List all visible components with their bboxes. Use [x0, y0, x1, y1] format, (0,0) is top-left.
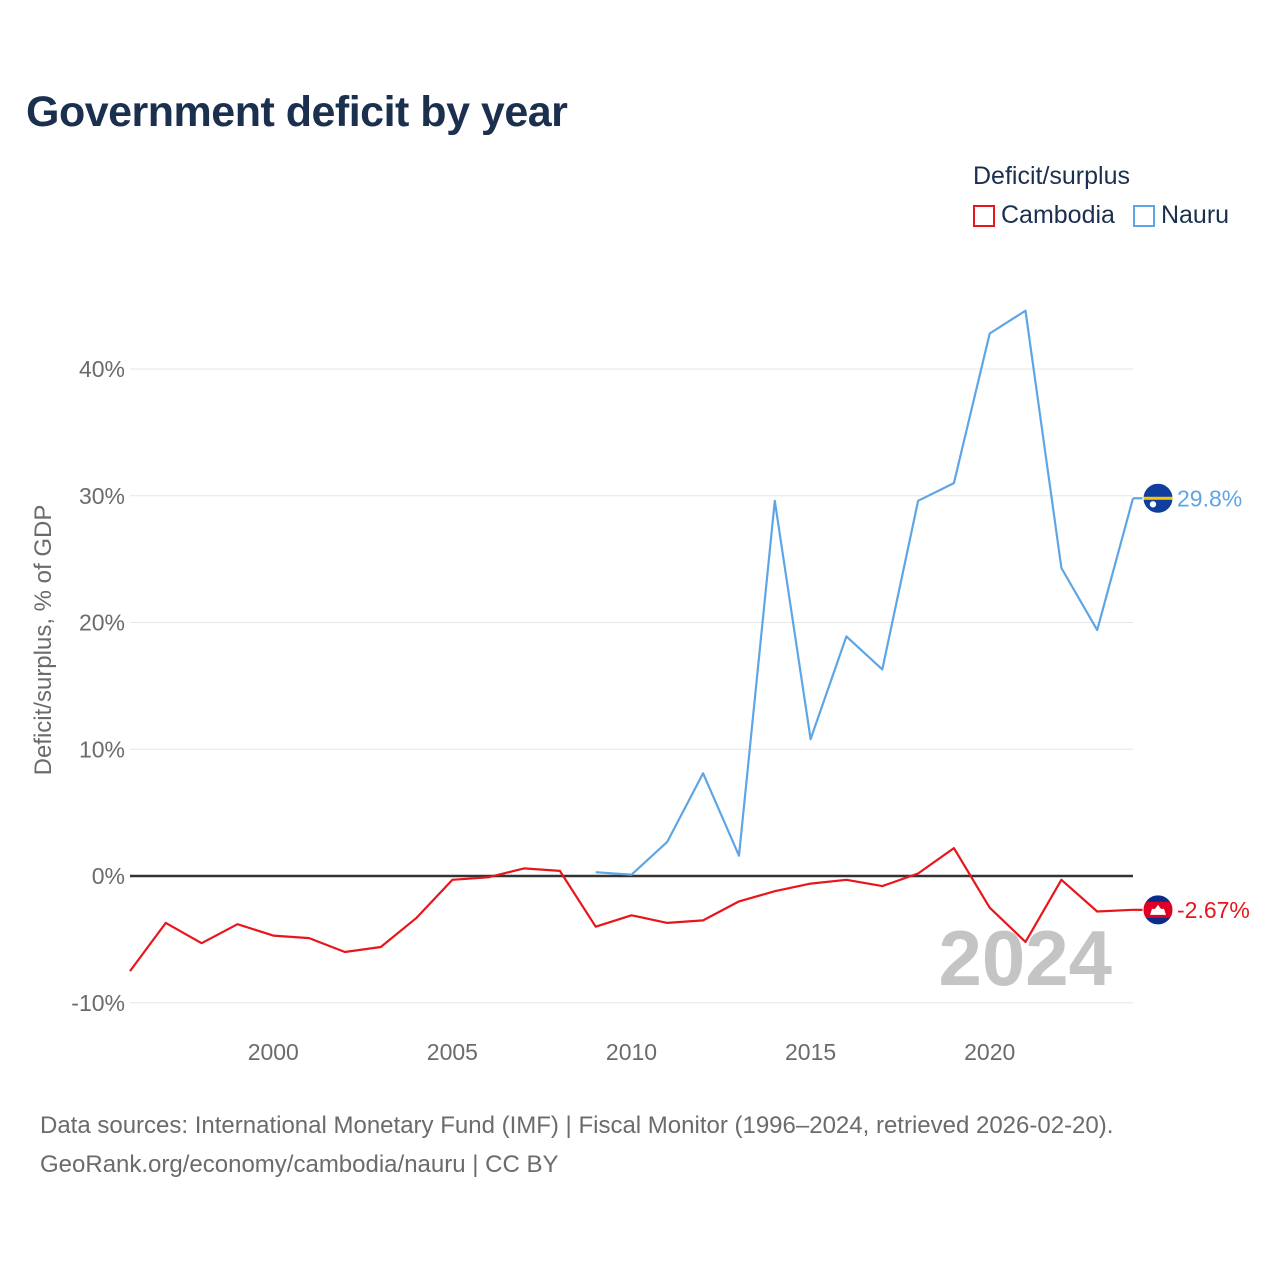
y-tick-label: 30% [79, 483, 125, 509]
y-tick-label: 0% [92, 863, 125, 889]
x-tick-label: 2010 [606, 1039, 657, 1065]
nauru-flag-icon [1142, 482, 1174, 514]
y-axis-label: Deficit/surplus, % of GDP [30, 505, 57, 776]
source-note: Data sources: International Monetary Fun… [40, 1106, 1113, 1184]
legend-label-cambodia: Cambodia [1001, 201, 1115, 229]
cambodia-flag-icon [1142, 894, 1174, 926]
legend-item-nauru[interactable]: Nauru [1132, 201, 1230, 230]
legend-swatch-cambodia [973, 204, 995, 227]
y-tick-label: 40% [79, 356, 125, 382]
series-line-cambodia[interactable] [129, 847, 1134, 972]
year-watermark: 2024 [938, 914, 1112, 1002]
source-line-2: GeoRank.org/economy/cambodia/nauru | CC … [40, 1151, 559, 1178]
y-tick-label: 20% [79, 610, 125, 636]
end-value-label-cambodia: -2.67% [1177, 897, 1250, 923]
legend-item-cambodia[interactable]: Cambodia [973, 201, 1115, 230]
legend: Deficit/surplus Cambodia Nauru [973, 162, 1229, 230]
legend-swatch-nauru [1132, 204, 1155, 227]
legend-title: Deficit/surplus [973, 162, 1130, 190]
end-value-label-nauru: 29.8% [1177, 485, 1242, 511]
x-tick-label: 2015 [785, 1039, 836, 1065]
x-tick-label: 2000 [248, 1039, 299, 1065]
source-line-1: Data sources: International Monetary Fun… [40, 1112, 1114, 1139]
series-line-nauru[interactable] [595, 309, 1135, 876]
y-tick-label: 10% [79, 736, 125, 762]
x-tick-label: 2005 [427, 1039, 478, 1065]
y-tick-label: -10% [71, 990, 125, 1016]
chart-title: Government deficit by year [26, 88, 568, 136]
x-tick-label: 2020 [964, 1039, 1015, 1065]
legend-label-nauru: Nauru [1160, 201, 1230, 229]
